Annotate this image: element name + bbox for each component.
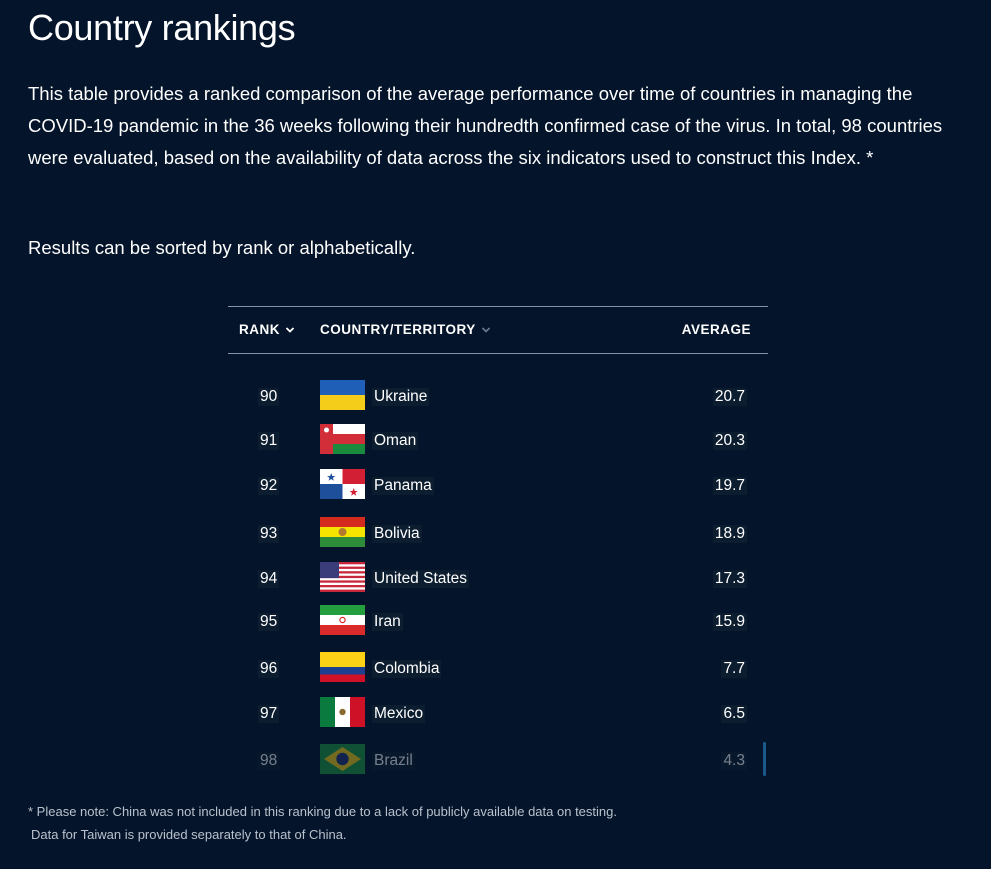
colombia-flag-icon [320, 652, 365, 682]
country-cell: Iran [372, 613, 403, 631]
rank-cell: 93 [258, 525, 280, 543]
rank-cell: 91 [258, 432, 280, 450]
table-header: RANK COUNTRY/TERRITORY AVERAGE [228, 306, 768, 354]
table-row: 93 Bolivia 18.9 [228, 513, 768, 553]
table-scrollbar[interactable] [763, 742, 766, 776]
country-cell: Brazil [372, 752, 415, 770]
intro-paragraph: This table provides a ranked comparison … [28, 83, 943, 168]
table-row: 90 Ukraine 20.7 [228, 376, 768, 416]
average-cell: 18.9 [712, 525, 747, 543]
country-cell: Bolivia [372, 525, 422, 543]
rank-cell: 95 [258, 613, 280, 631]
ukraine-flag-icon [320, 380, 365, 410]
panama-flag-icon [320, 469, 365, 499]
rank-header-label: RANK [239, 322, 280, 337]
rank-cell: 98 [258, 752, 280, 770]
brazil-flag-icon [320, 744, 365, 774]
table-row: 94 United States 17.3 [228, 558, 768, 598]
average-cell: 17.3 [712, 570, 747, 588]
table-row: 92 Panama 19.7 [228, 465, 768, 505]
average-cell: 4.3 [721, 752, 747, 770]
footnote: * Please note: China was not included in… [28, 800, 617, 846]
footnote-line-2: Data for Taiwan is provided separately t… [31, 827, 347, 842]
average-cell: 20.7 [712, 388, 747, 406]
average-cell: 20.3 [712, 432, 747, 450]
country-cell: United States [372, 570, 470, 588]
table-row: 95 Iran 15.9 [228, 601, 768, 641]
chevron-down-icon [481, 326, 490, 333]
chevron-down-icon [285, 326, 295, 333]
sort-by-country-button[interactable]: COUNTRY/TERRITORY [320, 322, 491, 337]
table-row: 96 Colombia 7.7 [228, 648, 768, 688]
country-cell: Colombia [372, 660, 442, 678]
average-cell: 15.9 [712, 613, 747, 631]
rank-cell: 92 [258, 477, 280, 495]
country-cell: Mexico [372, 705, 426, 723]
country-cell: Oman [372, 432, 419, 450]
average-cell: 7.7 [721, 660, 747, 678]
mexico-flag-icon [320, 697, 365, 727]
oman-flag-icon [320, 424, 365, 454]
table-row: 91 Oman 20.3 [228, 420, 768, 460]
iran-flag-icon [320, 605, 365, 635]
country-cell: Ukraine [372, 388, 430, 406]
rank-cell: 94 [258, 570, 280, 588]
rank-cell: 97 [258, 705, 280, 723]
rank-cell: 96 [258, 660, 280, 678]
table-row: 98 Brazil 4.3 [228, 740, 768, 776]
rank-cell: 90 [258, 388, 280, 406]
page-title: Country rankings [28, 7, 296, 48]
bolivia-flag-icon [320, 517, 365, 547]
footnote-line-1: * Please note: China was not included in… [28, 804, 617, 819]
sort-note: Results can be sorted by rank or alphabe… [28, 237, 416, 258]
united-states-flag-icon [320, 562, 365, 592]
average-cell: 19.7 [712, 477, 747, 495]
average-header-label: AVERAGE [681, 322, 751, 337]
country-cell: Panama [372, 477, 434, 495]
rankings-table: RANK COUNTRY/TERRITORY AVERAGE 90 [228, 306, 768, 776]
average-cell: 6.5 [721, 705, 747, 723]
sort-by-rank-button[interactable]: RANK [239, 322, 295, 337]
table-row: 97 Mexico 6.5 [228, 693, 768, 733]
average-header: AVERAGE [682, 322, 751, 337]
country-header-label: COUNTRY/TERRITORY [320, 322, 476, 337]
